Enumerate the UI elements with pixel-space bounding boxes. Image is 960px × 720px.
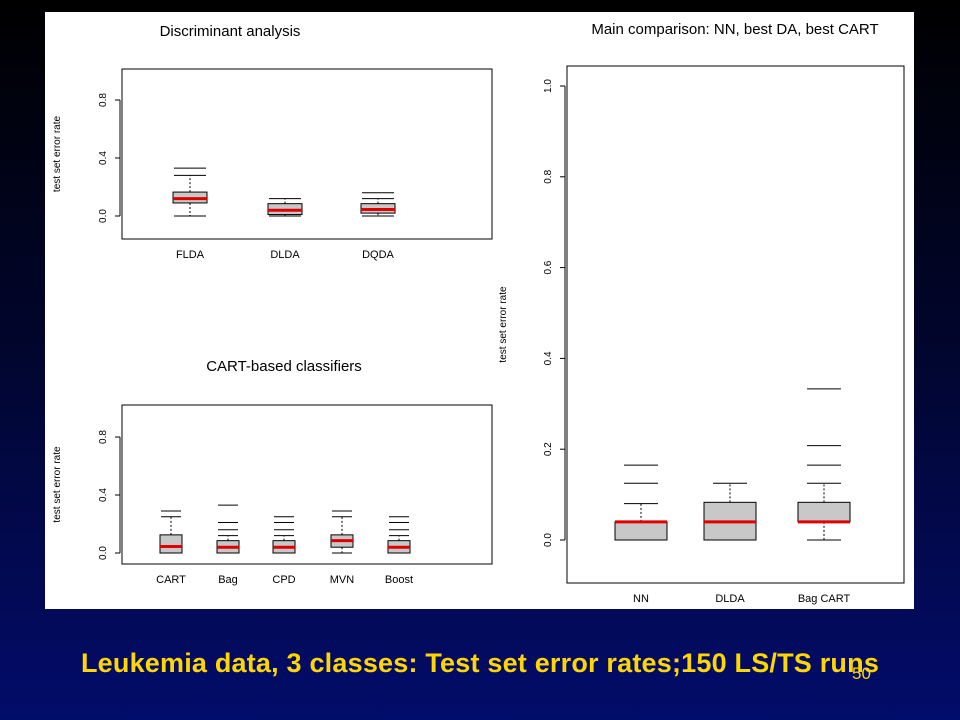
box-flda xyxy=(172,167,208,217)
box-dqda xyxy=(360,192,396,217)
box-dlda xyxy=(267,198,303,217)
y-axis-label: test set error rate xyxy=(52,115,63,192)
y-tick-label: 0.4 xyxy=(98,488,109,502)
slide-title: Leukemia data, 3 classes: Test set error… xyxy=(80,648,880,678)
chart-title: Discriminant analysis xyxy=(160,23,301,40)
plot-frame xyxy=(566,65,905,584)
y-tick-label: 0.8 xyxy=(543,169,554,183)
box-mvn xyxy=(330,510,354,554)
plot-frame xyxy=(121,68,493,240)
box-cpd xyxy=(272,516,296,554)
y-tick-label: 0.8 xyxy=(98,93,109,107)
box-cart xyxy=(159,510,183,554)
x-tick-label: Bag CART xyxy=(798,593,851,605)
chart-panel-2: CART-based classifiers 0.0 0.4 0.8 test set … xyxy=(52,358,493,586)
x-tick-label: NN xyxy=(633,593,649,605)
chart-title: Main comparison: NN, best DA, best CART xyxy=(591,21,878,38)
chart-panel-3: Main comparison: NN, best DA, best CART 0… xyxy=(498,21,905,605)
y-tick-label: 0.6 xyxy=(543,260,554,274)
y-tick-label: 0.0 xyxy=(98,546,109,560)
y-tick-label: 0.8 xyxy=(98,430,109,444)
x-tick-label: Boost xyxy=(385,574,413,586)
y-tick-label: 0.0 xyxy=(543,533,554,547)
y-tick-label: 0.2 xyxy=(543,442,554,456)
y-tick-label: 0.4 xyxy=(543,351,554,365)
x-tick-label: MVN xyxy=(330,574,355,586)
x-tick-label: DLDA xyxy=(715,593,745,605)
box-body xyxy=(614,521,668,541)
box-dlda xyxy=(703,482,757,541)
y-tick-label: 0.4 xyxy=(98,151,109,165)
x-tick-label: FLDA xyxy=(176,249,205,261)
box-plot-figure: Discriminant analysis 0.0 0.4 0.8 test set e… xyxy=(52,21,905,605)
chart-title: CART-based classifiers xyxy=(206,358,362,375)
plot-frame xyxy=(121,404,493,565)
box-bag-cart xyxy=(797,388,851,541)
box-nn xyxy=(614,464,668,541)
x-tick-label: DLDA xyxy=(270,249,300,261)
box-body xyxy=(159,534,183,554)
box-body xyxy=(797,501,851,523)
chart-panel-1: Discriminant analysis 0.0 0.4 0.8 test set e… xyxy=(52,23,493,261)
x-tick-label: CART xyxy=(156,574,186,586)
box-boost xyxy=(387,516,411,554)
box-bag xyxy=(216,504,240,554)
y-axis-label: test set error rate xyxy=(498,286,509,363)
x-tick-label: Bag xyxy=(218,574,238,586)
slide-number: 50 xyxy=(852,664,871,683)
x-tick-label: DQDA xyxy=(362,249,394,261)
y-tick-label: 0.0 xyxy=(98,209,109,223)
figure-panel: Discriminant analysis 0.0 0.4 0.8 test set e… xyxy=(45,12,914,609)
x-tick-label: CPD xyxy=(272,574,295,586)
y-tick-label: 1.0 xyxy=(543,79,554,93)
y-axis-label: test set error rate xyxy=(52,446,63,523)
